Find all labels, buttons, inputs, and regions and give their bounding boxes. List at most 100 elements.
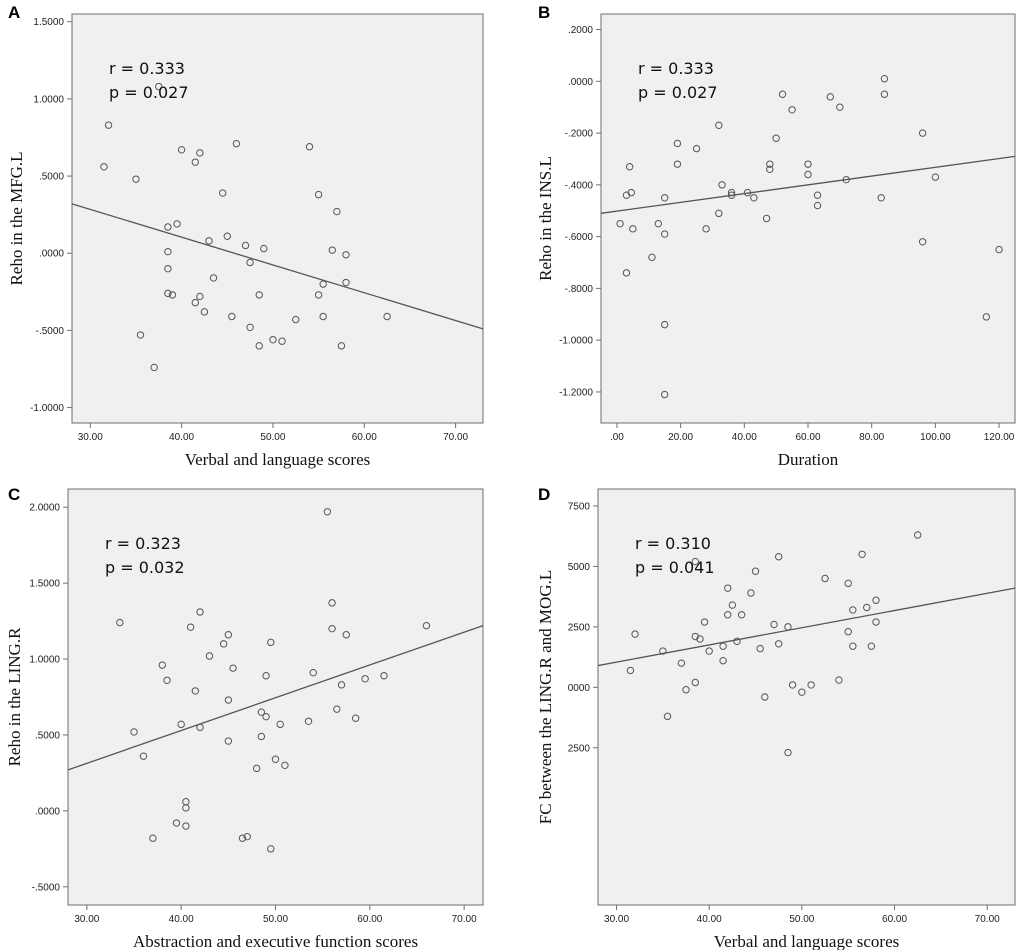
panel-b-data-point: [982, 313, 991, 321]
panel-d-xtick-label: 30.00: [604, 914, 629, 925]
panel-b-data-point: [880, 75, 889, 83]
panel-a-data-point: [191, 158, 200, 166]
panel-b-data-point: [718, 181, 726, 189]
panel-b-ytick-label: .2000: [568, 25, 593, 36]
panel-a-x-axis-title: Verbal and language scores: [185, 450, 371, 469]
panel-b-ytick-label: .0000: [568, 77, 593, 88]
panel-c-xtick-label: 60.00: [357, 914, 382, 925]
panel-a-data-point: [196, 149, 204, 157]
panel-a-data-point: [168, 291, 177, 299]
panel-a-data-point: [155, 82, 163, 91]
panel-a-data-point: [278, 337, 286, 345]
panel-c-regression-line: [67, 625, 484, 771]
panel-c-data-point: [177, 720, 185, 729]
panel-a-data-point: [164, 264, 172, 273]
panel-a-data-point: [219, 189, 227, 197]
panel-b-data-point: [629, 225, 637, 233]
panel-a-xtick-label: 70.00: [443, 432, 468, 443]
panel-c-data-point: [276, 720, 284, 729]
panel-a-data-point: [136, 331, 145, 339]
panel-c-data-point: [361, 675, 369, 683]
panel-d-data-point: [849, 642, 857, 650]
panel-c-data-point: [238, 834, 247, 842]
panel-b-data-point: [715, 121, 723, 130]
panel-b-plot-area: [600, 13, 1016, 424]
panel-d-ytick-label: 7500: [568, 501, 591, 512]
panel-c-data-point: [224, 696, 233, 704]
panel-b-data-point: [995, 245, 1003, 254]
panel-c-data-point: [182, 798, 190, 806]
panel-a-data-point: [209, 274, 218, 282]
panel-b-data-point: [918, 129, 927, 137]
panel-d-data-point: [858, 550, 866, 559]
panel-a-data-point: [173, 220, 181, 228]
panel-b-data-point: [702, 225, 710, 233]
panel-d-data-point: [807, 681, 815, 689]
panel-d-xtick-label: 40.00: [697, 914, 722, 925]
panel-d-data-point: [719, 657, 727, 665]
panel-a-data-point: [328, 246, 336, 254]
panel-c-data-point: [422, 621, 431, 630]
panel-b-data-point: [743, 188, 752, 197]
panel-a-data-point: [196, 292, 204, 301]
panel-c-data-point: [267, 845, 275, 853]
panel-d-letter: D: [538, 485, 550, 504]
panel-d-xtick-label: 50.00: [789, 914, 814, 925]
panel-d-x-axis-title: Verbal and language scores: [714, 932, 900, 950]
panel-c-data-point: [172, 819, 181, 827]
panel-d-data-point: [677, 659, 686, 667]
panel-a-data-point: [200, 308, 209, 316]
panel-b-ytick-label: -.6000: [565, 232, 594, 243]
panel-b-data-point: [660, 194, 669, 202]
panel-d-data-point: [784, 623, 792, 631]
panel-a-regression-line: [71, 203, 484, 330]
panel-c-data-point: [191, 687, 200, 695]
panel-c-data-point: [243, 832, 251, 841]
panel-c-data-point: [333, 705, 341, 713]
panel-a-data-point: [255, 291, 263, 299]
panel-c-data-point: [257, 732, 266, 741]
panel-c-ytick-label: .5000: [35, 730, 60, 741]
panel-a-ytick-label: .0000: [39, 249, 64, 260]
panel-c-data-point: [309, 669, 317, 677]
panel-d-data-point: [761, 693, 769, 701]
panel-b-data-point: [750, 194, 758, 202]
panel-d-p-value: p = 0.041: [635, 558, 715, 577]
panel-a-data-point: [177, 146, 186, 154]
panel-c-ytick-label: 2.0000: [29, 503, 60, 514]
panel-d-data-point: [691, 678, 699, 687]
panel-c: C 2.0000 1.5000 1.0000 .5000 .0000 -.5000 30.00…: [5, 485, 484, 950]
panel-b-data-point: [826, 93, 834, 101]
panel-b-regression-line: [600, 155, 1016, 214]
panel-d-data-point: [844, 627, 852, 636]
panel-a-data-point: [337, 342, 346, 350]
panel-c-ytick-label: 1.0000: [29, 655, 60, 666]
panel-c-plot-area: [67, 488, 484, 906]
panel-b-data-point: [622, 269, 631, 277]
panel-c-data-point: [149, 834, 157, 842]
panel-c-data-point: [337, 681, 346, 689]
panel-c-data-point: [342, 631, 350, 639]
panel-a-ytick-label: -1.0000: [30, 403, 64, 414]
panel-c-data-point: [262, 672, 270, 680]
panel-c-data-point: [205, 652, 214, 660]
panel-d-y-axis-title: FC between the LING.R and MOG.L: [536, 570, 555, 825]
panel-b-data-point: [673, 139, 682, 148]
panel-b-data-point: [877, 194, 885, 202]
panel-c-letter: C: [8, 485, 20, 504]
panel-b-y-axis-title: Reho in the INS.L: [536, 156, 555, 281]
panel-b-data-point: [762, 214, 771, 223]
panel-a-ytick-label: .5000: [39, 172, 64, 183]
panel-c-data-point: [158, 661, 167, 669]
panel-c-data-point: [130, 728, 138, 736]
panel-c-data-point: [328, 624, 336, 633]
panel-d-ytick-label: 2500: [568, 622, 591, 633]
panel-b: B .2000 .0000 -.2000 -.4000 -.6000 -.8000 -1.00…: [536, 3, 1016, 469]
panel-b-ytick-label: -.4000: [565, 180, 594, 191]
panel-b-data-point: [648, 253, 656, 262]
panel-a-data-point: [164, 223, 172, 231]
panel-c-x-axis-title: Abstraction and executive function score…: [133, 932, 418, 950]
panel-d-r-value: r = 0.310: [635, 534, 711, 553]
panel-a-data-point: [241, 241, 250, 250]
